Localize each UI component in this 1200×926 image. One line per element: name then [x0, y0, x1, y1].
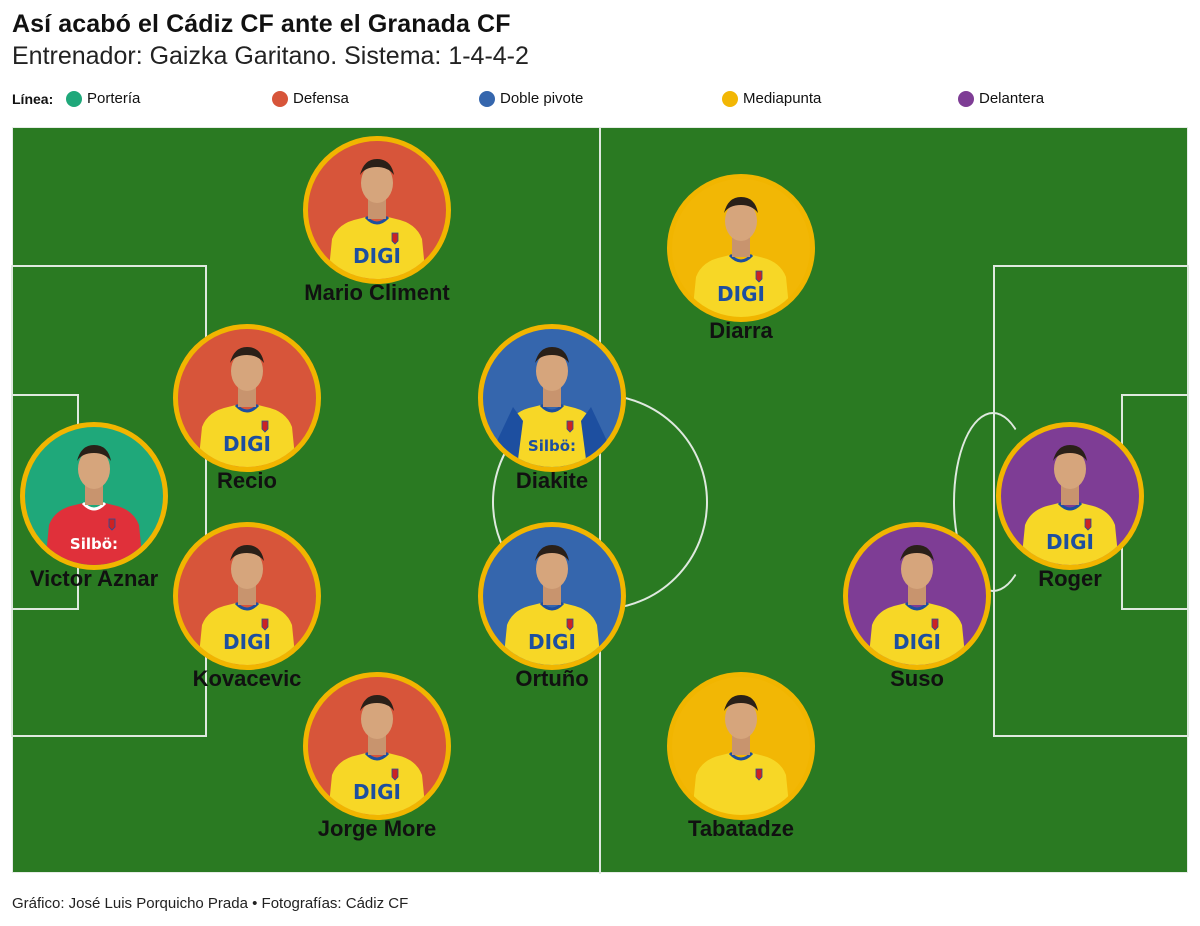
player-photo: Silbö: [20, 422, 168, 570]
legend-title: Línea: [12, 91, 54, 107]
player-name: Diarra [709, 318, 773, 343]
svg-text:DIGI: DIGI [1046, 530, 1094, 554]
svg-text:DIGI: DIGI [353, 244, 401, 268]
player-photo [667, 672, 815, 820]
legend-item-doble-pivote: Doble pivote [479, 90, 583, 107]
player-photo: DIGI [667, 174, 815, 322]
legend-dot-mediapunta [722, 90, 738, 107]
player-jorge-more: DIGI Jorge More [297, 672, 457, 842]
svg-text:DIGI: DIGI [223, 630, 271, 654]
chart-title: Así acabó el Cádiz CF ante el Granada CF [12, 10, 511, 38]
player-name: Tabatadze [688, 816, 794, 841]
player-photo: DIGI [303, 672, 451, 820]
player-diarra: DIGI Diarra [661, 174, 821, 344]
player-photo: DIGI [478, 522, 626, 670]
legend-label-doble-pivote: Doble pivote [500, 90, 584, 107]
svg-text:Silbö:: Silbö: [528, 437, 576, 455]
legend-dot-defensa [272, 90, 288, 107]
player-photo: DIGI [303, 136, 451, 284]
svg-text:DIGI: DIGI [717, 282, 765, 306]
legend-item-porteria: Portería [66, 90, 140, 107]
svg-text:DIGI: DIGI [893, 630, 941, 654]
footer-credit: Gráfico: José Luis Porquicho Prada • Fot… [12, 895, 409, 912]
right-penalty-arc [953, 412, 1033, 592]
player-photo: DIGI [173, 324, 321, 472]
player-mario-climent: DIGI Mario Climent [297, 136, 457, 306]
legend-item-defensa: Defensa [272, 90, 349, 107]
player-ortuno: DIGI Ortuño [472, 522, 632, 692]
svg-text:Silbö:: Silbö: [70, 535, 118, 553]
player-roger: DIGI Roger [990, 422, 1150, 592]
player-victor-aznar: Silbö: Victor Aznar [14, 422, 174, 592]
legend-label-delantera: Delantera [979, 90, 1045, 107]
legend-label-mediapunta: Mediapunta [743, 90, 822, 107]
legend-label-porteria: Portería [87, 90, 141, 107]
svg-text:DIGI: DIGI [528, 630, 576, 654]
player-photo: DIGI [173, 522, 321, 670]
player-recio: DIGI Recio [167, 324, 327, 494]
legend-item-delantera: Delantera [958, 90, 1044, 107]
svg-text:DIGI: DIGI [223, 432, 271, 456]
legend-dot-porteria [66, 90, 82, 107]
player-name: Roger [1038, 566, 1102, 591]
player-name: Mario Climent [304, 280, 450, 305]
player-name: Victor Aznar [29, 566, 159, 591]
chart-subtitle: Entrenador: Gaizka Garitano. Sistema: 1-… [12, 42, 529, 70]
player-tabatadze: Tabatadze [661, 672, 821, 842]
legend-item-mediapunta: Mediapunta [722, 90, 821, 107]
player-photo: Silbö: [478, 324, 626, 472]
player-photo: DIGI [843, 522, 991, 670]
player-photo: DIGI [996, 422, 1144, 570]
player-name: Diakite [515, 468, 589, 493]
legend-label-defensa: Defensa [293, 90, 349, 107]
player-diakite: Silbö: Diakite [472, 324, 632, 494]
legend-dot-doble-pivote [479, 90, 495, 107]
player-name: Jorge More [317, 816, 437, 841]
player-name: Recio [217, 468, 277, 493]
legend-dot-delantera [958, 90, 974, 107]
player-name: Suso [890, 666, 944, 691]
player-kovacevic: DIGI Kovacevic [167, 522, 327, 692]
player-suso: DIGI Suso [837, 522, 997, 692]
legend: Línea: Portería Defensa Doble pivote Med… [12, 90, 1192, 110]
player-name: Kovacevic [192, 666, 302, 691]
player-name: Ortuño [515, 666, 589, 691]
svg-text:DIGI: DIGI [353, 780, 401, 804]
